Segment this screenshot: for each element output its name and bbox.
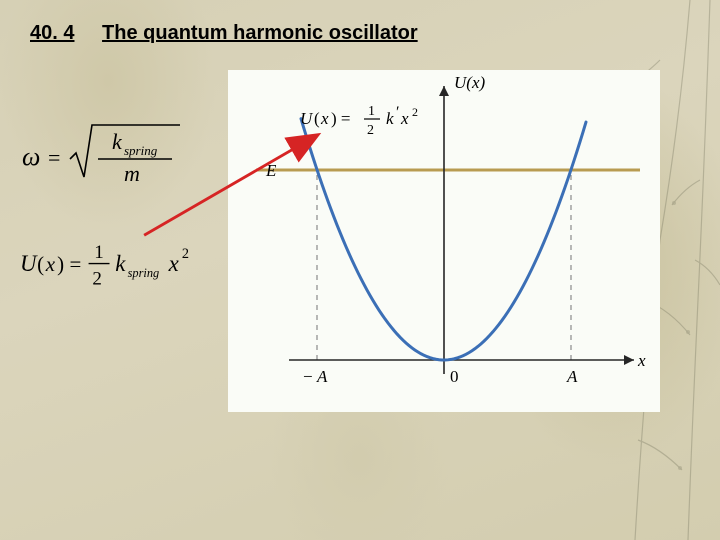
svg-text:U: U xyxy=(20,251,38,276)
svg-text:1: 1 xyxy=(94,242,104,263)
svg-text:x: x xyxy=(45,252,56,276)
svg-text:2: 2 xyxy=(92,269,102,290)
svg-text:): ) xyxy=(57,252,64,276)
svg-text:−: − xyxy=(303,367,313,386)
svg-text:=: = xyxy=(48,145,60,170)
svg-text:m: m xyxy=(124,161,140,186)
svg-text:U(x): U(x) xyxy=(454,73,485,92)
svg-text:x: x xyxy=(320,109,329,128)
svg-text:0: 0 xyxy=(450,367,459,386)
svg-text:2: 2 xyxy=(367,123,374,138)
svg-text:′: ′ xyxy=(396,104,400,121)
svg-text:x: x xyxy=(637,351,646,370)
svg-text:spring: spring xyxy=(128,266,160,280)
svg-text:=: = xyxy=(70,252,82,276)
harmonic-oscillator-chart: U(x)U(x) =12k′x2E0−AAx xyxy=(228,70,660,412)
svg-text:(: ( xyxy=(37,252,44,276)
svg-text:A: A xyxy=(566,367,578,386)
svg-text:2: 2 xyxy=(412,105,418,119)
section-number: 40. 4 xyxy=(30,22,74,44)
svg-text:) =: ) = xyxy=(331,109,351,128)
svg-text:k: k xyxy=(386,109,394,128)
svg-text:k: k xyxy=(112,129,123,154)
omega-equation: ω = k spring m xyxy=(20,115,200,195)
svg-text:x: x xyxy=(168,251,179,276)
svg-text:x: x xyxy=(400,109,409,128)
figure-panel: U(x)U(x) =12k′x2E0−AAx xyxy=(228,70,660,412)
svg-text:(: ( xyxy=(314,109,320,128)
section-title: The quantum harmonic oscillator xyxy=(102,22,418,44)
svg-text:A: A xyxy=(316,367,328,386)
svg-text:1: 1 xyxy=(368,104,375,119)
svg-text:U: U xyxy=(300,109,314,128)
potential-equation: U ( x ) = 1 2 k spring x 2 xyxy=(20,235,220,292)
svg-text:ω: ω xyxy=(22,142,40,171)
svg-text:2: 2 xyxy=(182,246,189,262)
svg-text:k: k xyxy=(115,251,126,276)
section-heading: 40. 4 The quantum harmonic oscillator xyxy=(30,22,418,45)
svg-text:spring: spring xyxy=(124,143,158,158)
svg-text:E: E xyxy=(265,161,277,180)
